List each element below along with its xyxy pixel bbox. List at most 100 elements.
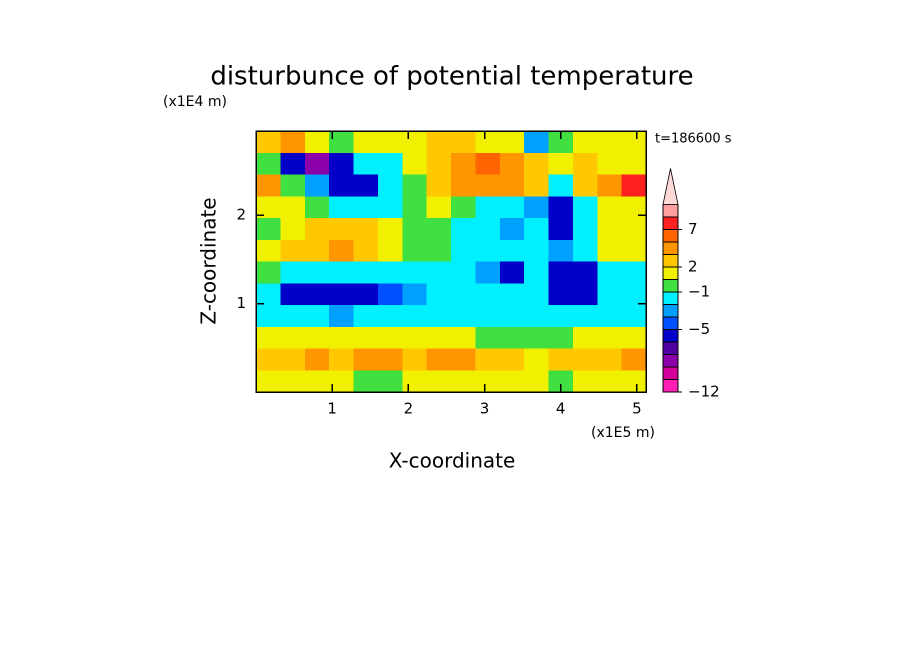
contour-cell [256,174,281,197]
contour-cell [329,131,355,154]
contour-cell [451,326,476,350]
colorbar-segment [662,341,679,355]
contour-cell [572,305,598,328]
contour-cell [377,326,403,350]
contour-cell [353,261,379,284]
contour-cell [353,326,379,350]
x-unit: (x1E5 m) [591,425,655,441]
contour-cell [304,196,330,219]
contour-cell [426,196,452,219]
contour-cell [597,239,623,263]
contour-cell [353,305,379,328]
contour-cell [256,152,281,176]
contour-cell [621,174,647,197]
contour-cell [451,283,476,306]
colorbar-segment [662,291,679,305]
contour-cell [548,196,574,219]
x-tick-label: 4 [556,400,566,418]
contour-cell [524,305,550,328]
contour-cell [524,326,550,350]
contour-cell [402,348,428,371]
contour-cell [377,261,403,284]
contour-cell [597,174,623,197]
contour-cell [548,131,574,154]
contour-cell [621,326,647,350]
x-tick-label: 5 [632,400,642,418]
contour-cell [304,326,330,350]
contour-cell [353,348,379,371]
y-tick-label: 1 [236,294,246,312]
contour-cell [597,261,623,284]
colorbar-segment [662,266,679,280]
contour-cell [256,348,281,371]
annotation: t=186600 s [655,132,732,147]
contour-cell [572,196,598,219]
contour-cell [377,152,403,176]
contour-cell [499,239,525,263]
contour-cell [524,152,550,176]
contour-cell [256,283,281,306]
contour-cell [548,283,574,306]
contour-cell [256,196,281,219]
contour-cell [377,131,403,154]
contour-cell [621,348,647,371]
contour-cell [621,218,647,241]
contour-cell [499,261,525,284]
contour-cell [280,370,306,393]
contour-cell [426,348,452,371]
contour-cell [451,174,476,197]
contour-cell [304,239,330,263]
contour-cell [280,196,306,219]
contour-cell [402,196,428,219]
colorbar-segment [662,316,679,330]
contour-cell [402,174,428,197]
contour-cell [377,196,403,219]
colorbar-segment [662,379,679,393]
contour-cell [304,370,330,393]
contour-cell [402,131,428,154]
contour-cell [256,370,281,393]
contour-cell [621,196,647,219]
contour-cell [280,261,306,284]
contour-cell [304,218,330,241]
contour-cell [402,370,428,393]
contour-cell [256,218,281,241]
contour-cell [524,370,550,393]
contour-cell [524,261,550,284]
contour-cell [426,326,452,350]
contour-cell [304,261,330,284]
contour-cell [475,326,501,350]
x-tick-label: 3 [480,400,490,418]
contour-cell [451,348,476,371]
contour-cell [353,131,379,154]
contour-cell [572,348,598,371]
contour-cell [499,326,525,350]
contour-cell [475,174,501,197]
contour-cell [280,218,306,241]
contour-cell [548,305,574,328]
colorbar-tick-label: −5 [688,320,710,338]
contour-cell [499,218,525,241]
colorbar-segment [662,216,679,230]
plot-frame [255,130,647,393]
contour-cell [548,218,574,241]
contour-cell [572,218,598,241]
contour-cell [597,131,623,154]
contour-cell [304,283,330,306]
contour-cell [329,305,355,328]
colorbar-segment [662,204,679,218]
contour-cell [499,152,525,176]
contour-cell [304,152,330,176]
colorbar-segment [662,354,679,368]
colorbar-segment [662,254,679,268]
contour-cell [572,239,598,263]
contour-cell [280,152,306,176]
contour-cell [256,326,281,350]
contour-cell [451,370,476,393]
contour-cell [475,305,501,328]
contour-cell [353,239,379,263]
contour-cell [451,196,476,219]
contour-cell [280,131,306,154]
contour-cell [524,196,550,219]
